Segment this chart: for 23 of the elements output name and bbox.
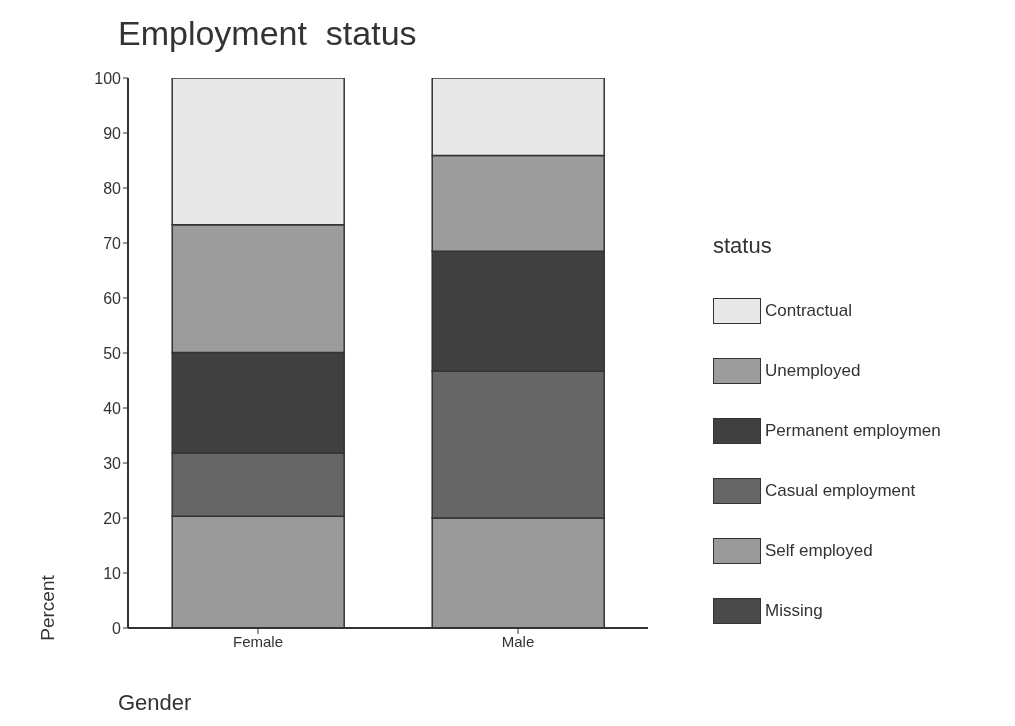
y-tick-label: 80 (103, 179, 122, 197)
legend-label: Permanent employmen (765, 421, 941, 441)
legend-label: Missing (765, 601, 823, 621)
y-tick-label: 50 (103, 344, 122, 362)
y-tick-label: 20 (103, 509, 122, 527)
legend-label: Contractual (765, 301, 852, 321)
y-axis-title: Percent (36, 575, 59, 641)
y-tick-label: 40 (103, 399, 122, 417)
legend-label: Casual employment (765, 481, 916, 501)
x-tick-label: Male (501, 632, 535, 650)
y-tick-label: 60 (103, 289, 122, 307)
legend-title: status (713, 233, 773, 259)
y-tick-label: 30 (103, 454, 122, 472)
legend-label: Unemployed (765, 361, 861, 381)
y-tick-label: 10 (103, 564, 122, 582)
x-axis-title: Gender (118, 690, 192, 716)
y-tick-label: 90 (103, 124, 122, 142)
y-tick-label: 0 (112, 619, 122, 637)
chart-title: Employment status (118, 14, 417, 53)
legend-label: Self employed (765, 541, 873, 561)
y-tick-label: 100 (94, 69, 122, 87)
x-tick-label: Female (232, 632, 284, 650)
y-tick-label: 70 (103, 234, 122, 252)
